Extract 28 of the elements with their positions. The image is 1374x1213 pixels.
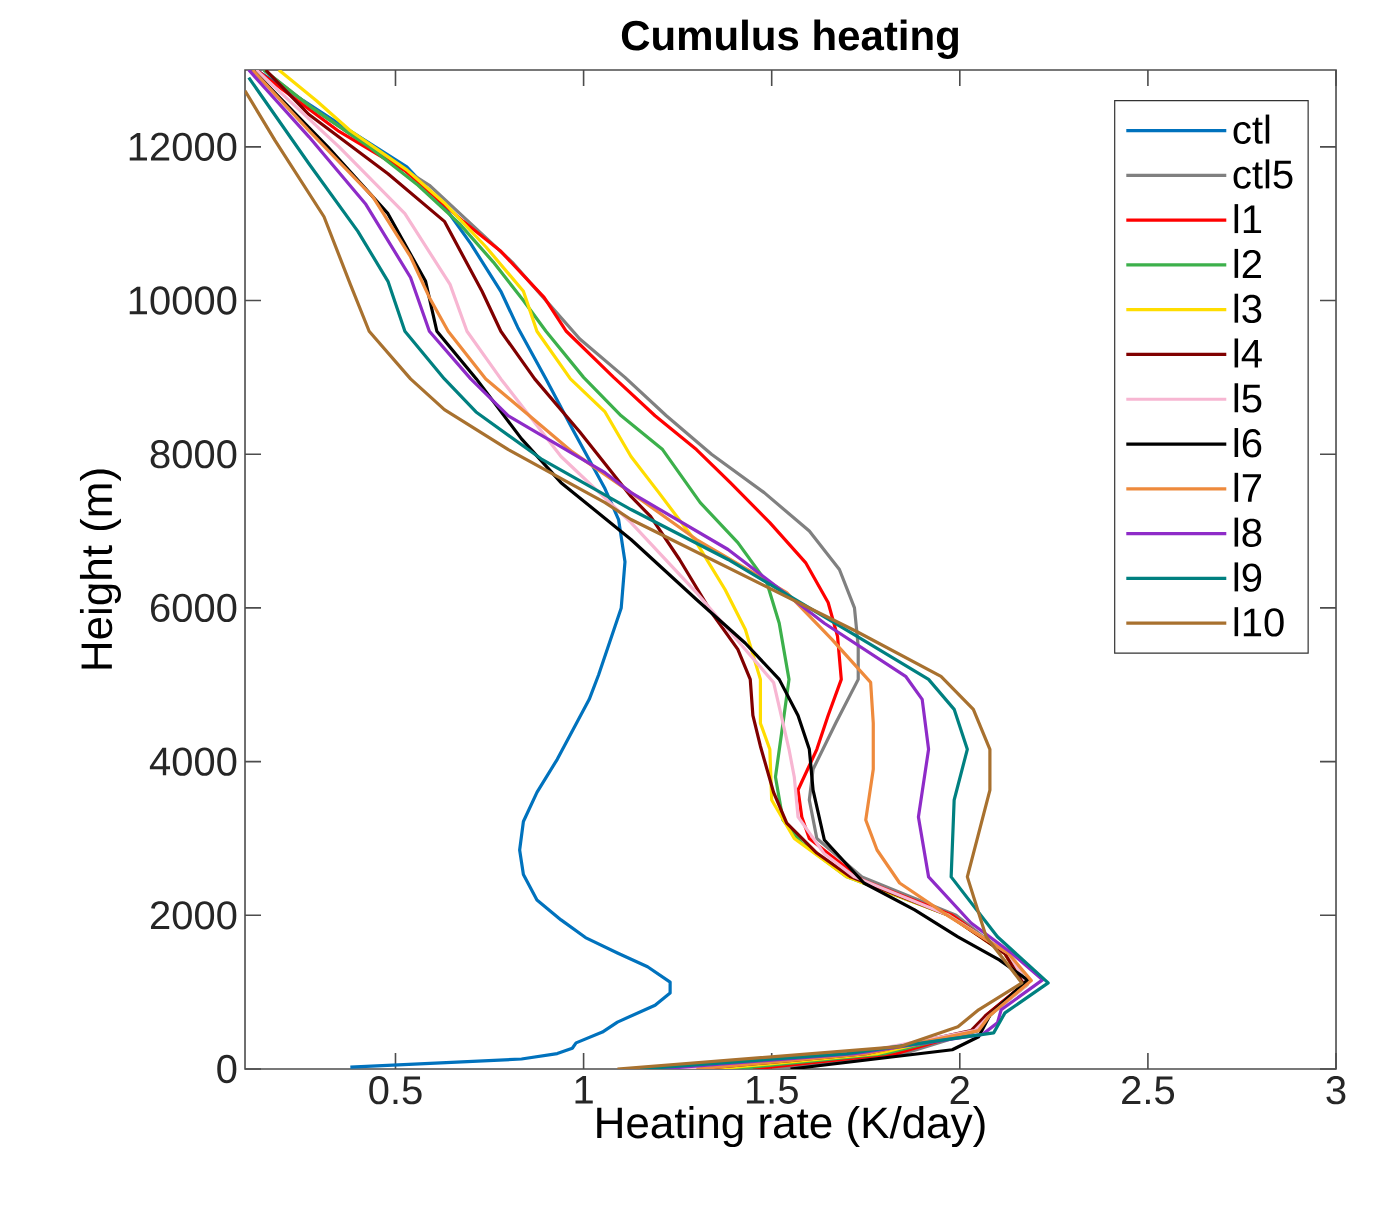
- chart-title: Cumulus heating: [621, 19, 958, 59]
- x-tick-label: 3: [1326, 1076, 1346, 1105]
- y-tick-label: 8000: [150, 440, 237, 469]
- legend-label: ctl5: [1233, 159, 1293, 189]
- legend-label: l2: [1234, 248, 1262, 278]
- y-tick-label: 6000: [151, 593, 237, 623]
- legend-label: l8: [1234, 517, 1262, 547]
- x-tick-label: 2: [950, 1076, 969, 1104]
- legend-label: l10: [1234, 607, 1284, 637]
- y-tick-label: 2000: [150, 901, 237, 930]
- x-tick-label: 1.5: [746, 1076, 798, 1104]
- legend-label: l1: [1234, 204, 1262, 234]
- legend-label: l5: [1234, 383, 1262, 413]
- legend-label: ctl: [1233, 114, 1270, 144]
- legend-label: l7: [1234, 472, 1262, 502]
- y-axis-title: Height (m): [79, 469, 121, 669]
- y-tick-label: 4000: [149, 747, 237, 776]
- x-tick-label: 2.5: [1122, 1076, 1175, 1105]
- legend-label: l4: [1234, 338, 1262, 368]
- x-tick-label: 0.5: [369, 1076, 422, 1105]
- y-tick-label: 12000: [129, 132, 237, 161]
- legend-label: l6: [1234, 428, 1262, 458]
- x-tick-label: 1: [575, 1076, 593, 1104]
- legend-label: l9: [1234, 562, 1262, 592]
- y-tick-label: 0: [217, 1054, 237, 1084]
- x-axis-title: Heating rate (K/day): [597, 1106, 985, 1148]
- legend-label: l3: [1234, 293, 1262, 324]
- y-tick-label: 10000: [129, 286, 237, 315]
